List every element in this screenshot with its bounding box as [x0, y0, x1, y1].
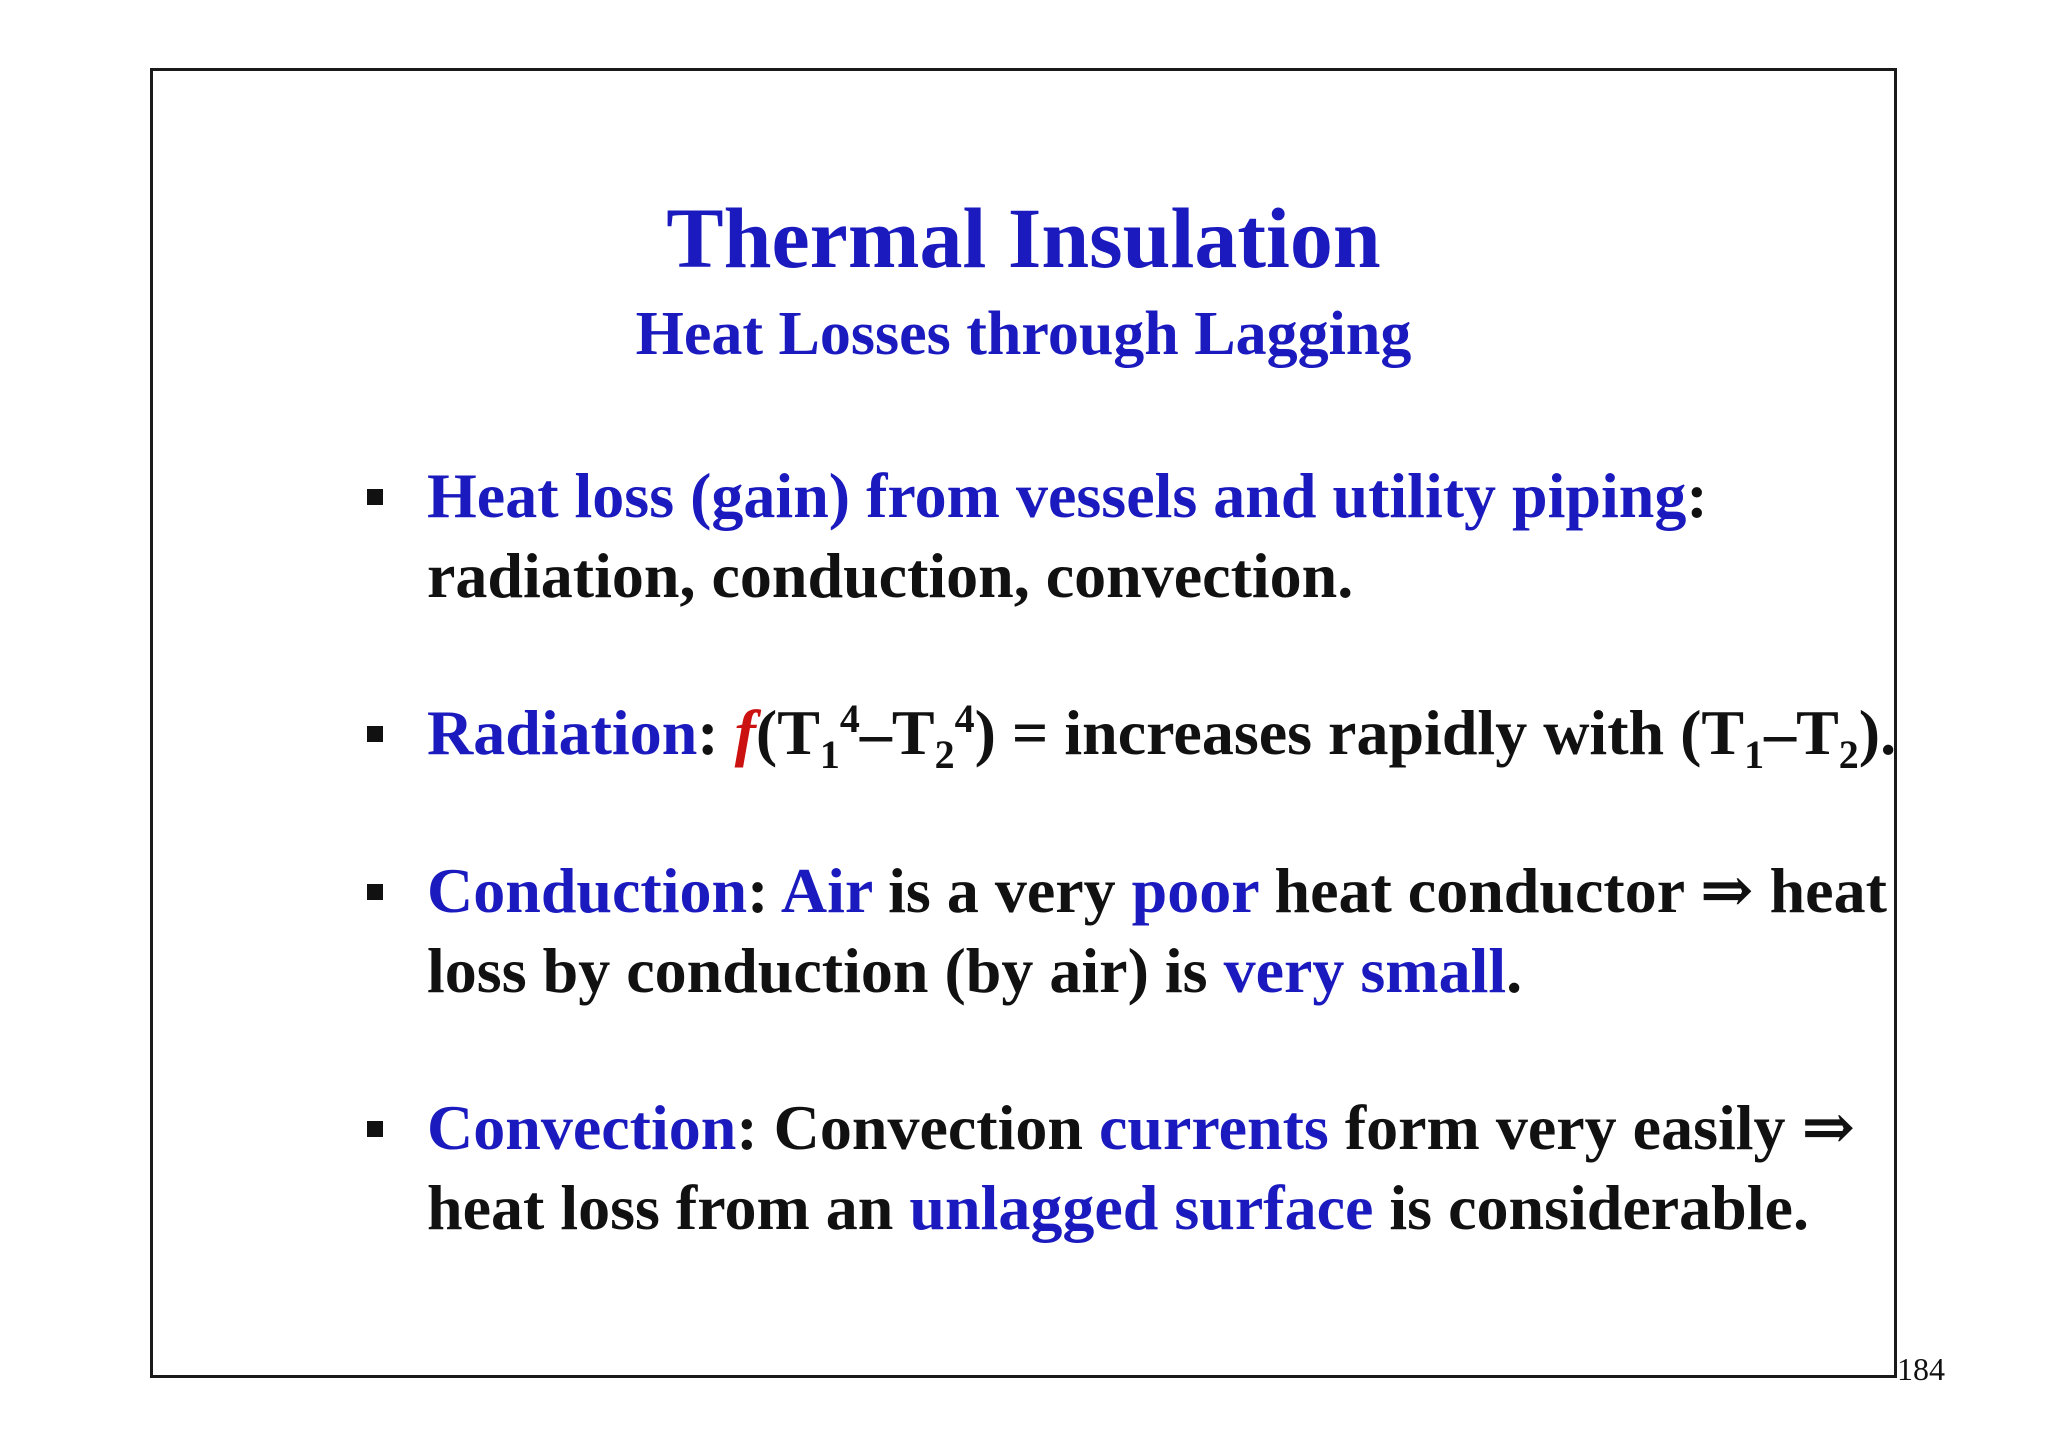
formula-text: –T	[859, 697, 935, 768]
square-bullet-icon	[367, 726, 383, 742]
bullet-list: Heat loss (gain) from vessels and utilit…	[153, 71, 1896, 1375]
formula-text: ) = increases rapidly with (T	[974, 697, 1745, 768]
subscript: 1	[1744, 732, 1765, 777]
bullet-lead: Radiation	[427, 697, 698, 768]
highlight-air: Air	[780, 855, 873, 926]
bullet-text: is a very	[872, 855, 1132, 926]
bullet-conduction: Conduction: Air is a very poor heat cond…	[367, 851, 1967, 1011]
subscript: 2	[1838, 732, 1859, 777]
highlight-currents: currents	[1098, 1092, 1329, 1163]
bullet-colon: :	[747, 855, 781, 926]
page-number: 184	[1897, 1351, 1945, 1387]
bullet-lead: Heat loss (gain) from vessels and utilit…	[427, 460, 1687, 531]
square-bullet-icon	[367, 489, 383, 505]
subscript: 2	[934, 732, 955, 777]
slide-title: Thermal Insulation	[666, 190, 1381, 286]
bullet-radiation: Radiation: f(T14–T24) = increases rapidl…	[367, 693, 1967, 775]
formula-text: ).	[1858, 697, 1897, 768]
bullet-text: radiation, conduction, convection.	[427, 540, 1354, 611]
subscript: 1	[819, 732, 840, 777]
bullet-lead: Conduction	[427, 855, 748, 926]
square-bullet-icon	[367, 884, 383, 900]
bullet-text: heat conductor ⇒ heat loss by conduction…	[427, 855, 1887, 1006]
bullet-colon: :	[736, 1092, 758, 1163]
formula-text: (T	[755, 697, 820, 768]
bullet-text: Convection	[757, 1092, 1099, 1163]
highlight-poor: poor	[1131, 855, 1259, 926]
superscript: 4	[954, 696, 975, 741]
slide-frame: Thermal Insulation Heat Losses through L…	[150, 68, 1945, 1387]
slide-subtitle: Heat Losses through Lagging	[635, 300, 1412, 368]
bullet-lead: Convection	[427, 1092, 737, 1163]
square-bullet-icon	[367, 1121, 383, 1137]
bullet-text: is considerable.	[1373, 1172, 1809, 1243]
function-symbol: f	[734, 697, 756, 768]
bullet-text: .	[1506, 935, 1523, 1006]
bullet-colon: :	[1686, 460, 1708, 531]
bullet-colon: :	[697, 697, 719, 768]
bullet-text: form very easily ⇒ heat loss from an	[427, 1092, 1856, 1243]
highlight-very-small: very small	[1223, 935, 1507, 1006]
highlight-unlagged-surface: unlagged surface	[909, 1172, 1374, 1243]
superscript: 4	[839, 696, 860, 741]
bullet-heat-loss: Heat loss (gain) from vessels and utilit…	[367, 456, 1967, 616]
formula-text: –T	[1764, 697, 1839, 768]
bullet-convection: Convection: Convection currents form ver…	[367, 1088, 1967, 1248]
